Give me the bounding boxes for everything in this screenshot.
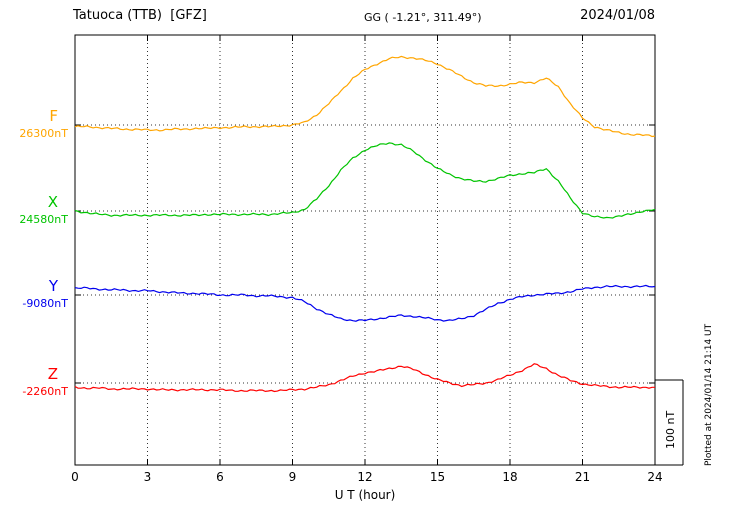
x-tick-label: 3 (143, 470, 152, 484)
series-label-Z: Z (47, 365, 58, 383)
series-baseline-X: 24580nT (19, 213, 68, 226)
gg-coordinates: GG ( -1.21°, 311.49°) (364, 11, 482, 24)
x-tick-label: 21 (574, 470, 591, 484)
trace-X (74, 142, 656, 219)
station-title: Tatuoca (TTB) [GFZ] (73, 8, 207, 23)
series-baseline-Y: -9080nT (22, 297, 68, 310)
scale-bar-label: 100 nT (664, 410, 677, 449)
x-axis-label: U T (hour) (334, 488, 396, 502)
plotted-at-note: Plotted at 2024/01/14 21:14 UT (704, 323, 714, 466)
series-baseline-F: 26300nT (19, 127, 68, 140)
x-tick-label: 0 (71, 470, 79, 484)
x-tick-label: 18 (502, 470, 518, 484)
x-tick-label: 9 (288, 470, 297, 484)
traces (74, 55, 656, 393)
x-tick-label: 12 (357, 470, 373, 484)
trace-Z (74, 363, 655, 393)
series-label-Y: Y (48, 277, 58, 295)
series-baseline-Z: -2260nT (22, 385, 68, 398)
plot-date: 2024/01/08 (580, 8, 655, 23)
trace-F (74, 55, 656, 138)
scale-bracket (655, 379, 684, 466)
trace-Y (74, 284, 656, 322)
series-label-F: F (49, 107, 58, 125)
x-tick-label: 6 (216, 470, 224, 484)
series-label-X: X (47, 193, 58, 211)
x-tick-label: 24 (647, 470, 663, 484)
gridlines (75, 35, 655, 465)
x-tick-label: 15 (429, 470, 446, 484)
